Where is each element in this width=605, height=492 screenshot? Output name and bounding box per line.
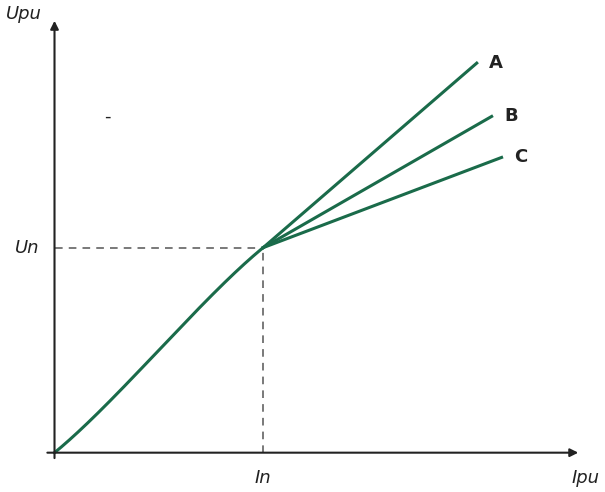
Text: -: - — [104, 107, 111, 125]
Text: A: A — [489, 54, 503, 72]
Text: In: In — [255, 469, 272, 487]
Text: C: C — [514, 149, 527, 166]
Text: Ipu: Ipu — [572, 469, 600, 487]
Text: Upu: Upu — [6, 5, 42, 23]
Text: B: B — [504, 107, 518, 125]
Text: Un: Un — [15, 239, 39, 257]
